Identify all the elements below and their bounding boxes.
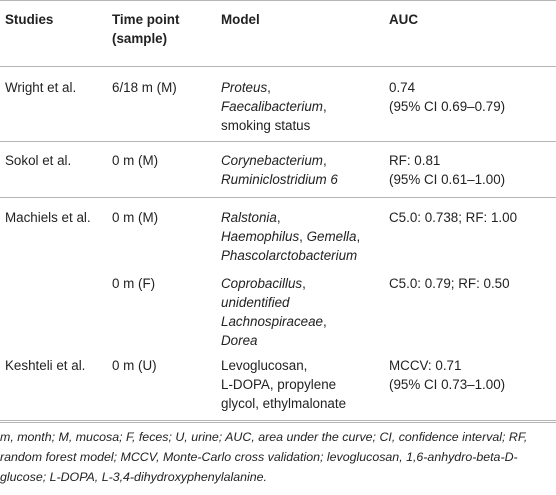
column-header-auc: AUC — [389, 12, 419, 27]
table-footnote: m, month; M, mucosa; F, feces; U, urine;… — [0, 430, 528, 484]
row-divider — [0, 141, 556, 142]
auc-cell: C5.0: 0.79; RF: 0.50 — [389, 276, 510, 291]
study-cell: Machiels et al. — [5, 210, 91, 225]
model-cell: Coprobacillus, unidentified Lachnospirac… — [221, 276, 327, 348]
auc-cell: C5.0: 0.738; RF: 1.00 — [389, 210, 518, 225]
auc-cell: RF: 0.81 (95% CI 0.61–1.00) — [389, 153, 506, 187]
column-header-model: Model — [221, 12, 260, 27]
study-cell: Sokol et al. — [5, 153, 72, 168]
time-point-cell: 0 m (F) — [112, 276, 156, 291]
time-point-cell: 0 m (M) — [112, 153, 159, 168]
time-point-cell: 0 m (M) — [112, 210, 159, 225]
auc-cell: MCCV: 0.71 (95% CI 0.73–1.00) — [389, 358, 506, 392]
model-cell: Levoglucosan, L-DOPA, propylene glycol, … — [221, 358, 347, 411]
study-cell: Keshteli et al. — [5, 358, 86, 373]
column-header-studies: Studies — [5, 12, 54, 27]
column-header-time-point: Time point (sample) — [112, 12, 180, 46]
study-cell: Wright et al. — [5, 80, 77, 95]
time-point-cell: 6/18 m (M) — [112, 80, 177, 95]
table-top-rule — [0, 0, 556, 1]
auc-cell: 0.74 (95% CI 0.69–0.79) — [389, 80, 506, 114]
time-point-cell: 0 m (U) — [112, 358, 157, 373]
row-divider — [0, 422, 556, 423]
header-bottom-rule — [0, 66, 556, 67]
model-cell: Ralstonia, Haemophilus, Gemella, Phascol… — [221, 210, 361, 263]
model-cell: Proteus, Faecalibacterium, smoking statu… — [221, 80, 327, 133]
model-cell: Corynebacterium, Ruminiclostridium 6 — [221, 153, 338, 187]
row-divider — [0, 420, 556, 421]
row-divider — [0, 197, 556, 198]
